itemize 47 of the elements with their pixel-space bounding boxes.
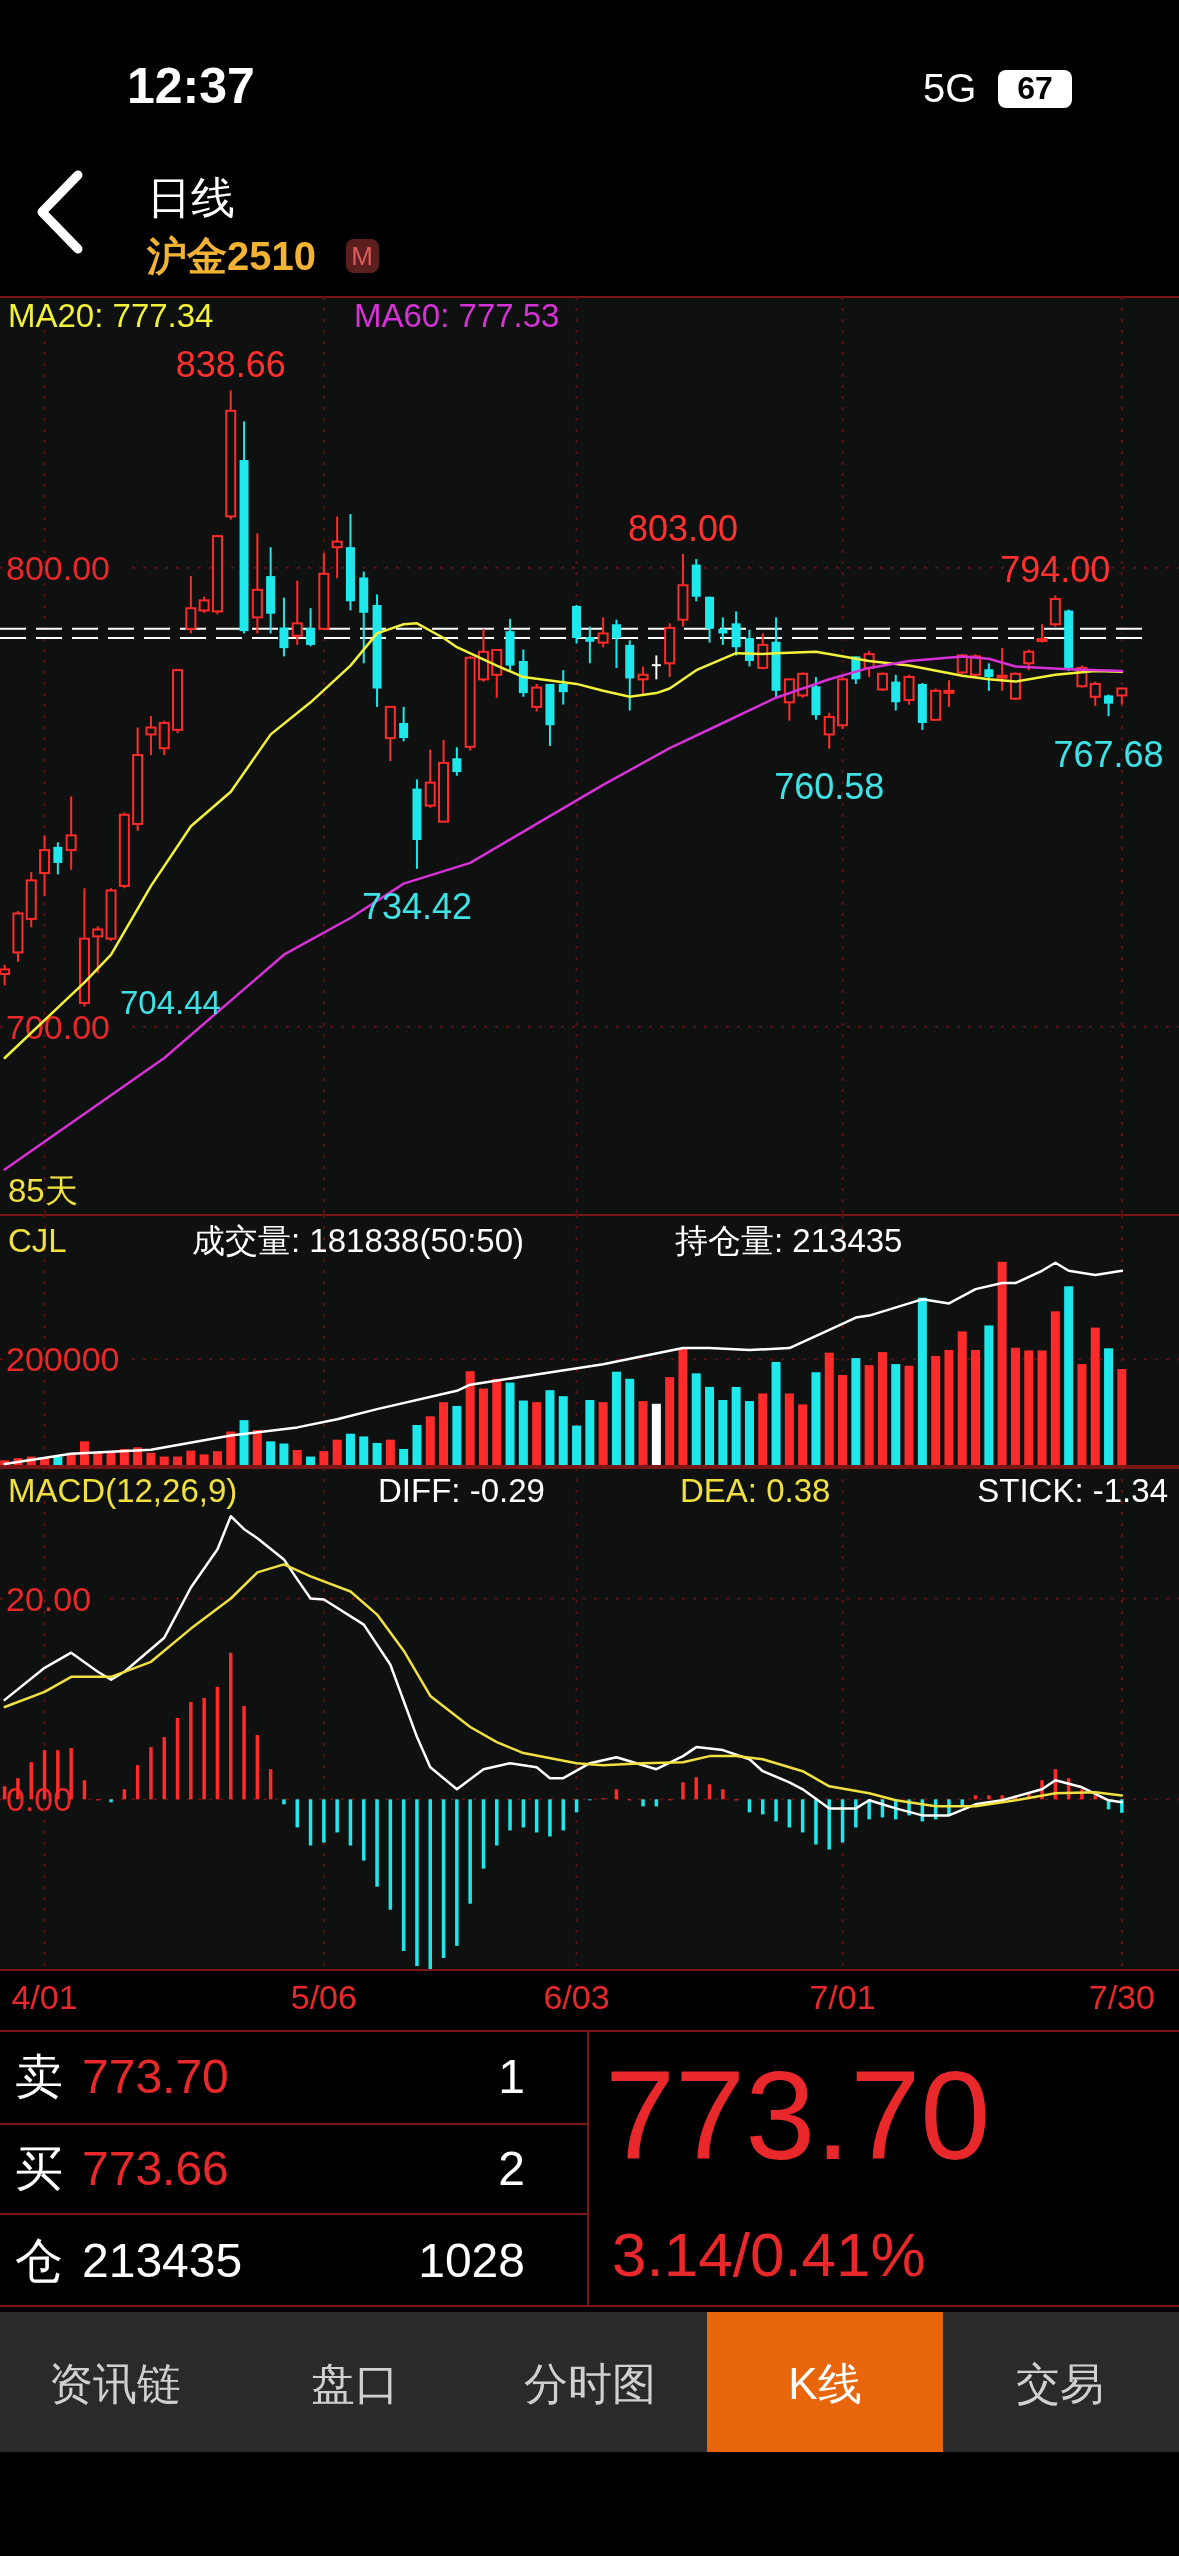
x-tick-label: 5/06 <box>290 1978 357 2016</box>
annotation: 794.00 <box>1000 548 1111 590</box>
text: 交易 <box>1016 2358 1104 2408</box>
text: 773.70 <box>605 2044 991 2186</box>
text: MA60: 777.53 <box>354 296 560 334</box>
x-tick-label: 7/01 <box>809 1978 876 2016</box>
y-tick-label: 800.00 <box>6 548 110 587</box>
text: 买 <box>15 2141 63 2195</box>
x-tick-label: 7/30 <box>1088 1978 1155 2016</box>
text: 5G <box>923 66 977 110</box>
text: 沪金2510 <box>146 234 316 278</box>
chart-title: MACD(12,26,9) <box>8 1471 238 1509</box>
text: 分时图 <box>524 2358 656 2408</box>
y-tick-label: 20.00 <box>6 1579 92 1618</box>
annotation: 85天 <box>8 1171 78 1209</box>
text: DIFF: -0.29 <box>378 1471 545 1509</box>
annotation: 704.44 <box>120 983 221 1021</box>
text: 资讯链 <box>49 2358 181 2408</box>
x-tick-label: 6/03 <box>543 1978 610 2016</box>
text: 2 <box>498 2141 525 2195</box>
annotation: 803.00 <box>627 507 738 549</box>
y-tick-label: 200000 <box>6 1340 120 1379</box>
text: 1028 <box>418 2233 525 2287</box>
text: 盘口 <box>311 2358 399 2408</box>
text: 卖 <box>15 2049 63 2103</box>
text: 773.70 <box>82 2049 229 2103</box>
annotation: 成交量: 181838(50:50) <box>192 1221 525 1259</box>
annotation: 734.42 <box>361 886 472 928</box>
text: 日线 <box>147 172 235 222</box>
annotation: 767.68 <box>1053 733 1164 775</box>
annotation: 760.58 <box>774 766 885 808</box>
text: 67 <box>1017 70 1053 106</box>
text: M <box>351 241 373 271</box>
series-label: 持仓量: 213435 <box>675 1221 903 1259</box>
text: 1 <box>498 2049 525 2103</box>
text: DEA: 0.38 <box>680 1471 831 1509</box>
x-tick-label: 4/01 <box>11 1978 78 2016</box>
text: MA20: 777.34 <box>8 296 214 334</box>
annotation: STICK: -1.34 <box>977 1471 1168 1509</box>
text: 773.66 <box>82 2141 229 2195</box>
chart-title: CJL <box>8 1221 67 1259</box>
text: K线 <box>788 2358 862 2408</box>
text: 3.14/0.41% <box>612 2219 926 2289</box>
annotation: 838.66 <box>175 343 286 385</box>
text: 12:37 <box>127 58 255 114</box>
text: 仓 <box>15 2233 63 2287</box>
text: 213435 <box>82 2233 243 2287</box>
